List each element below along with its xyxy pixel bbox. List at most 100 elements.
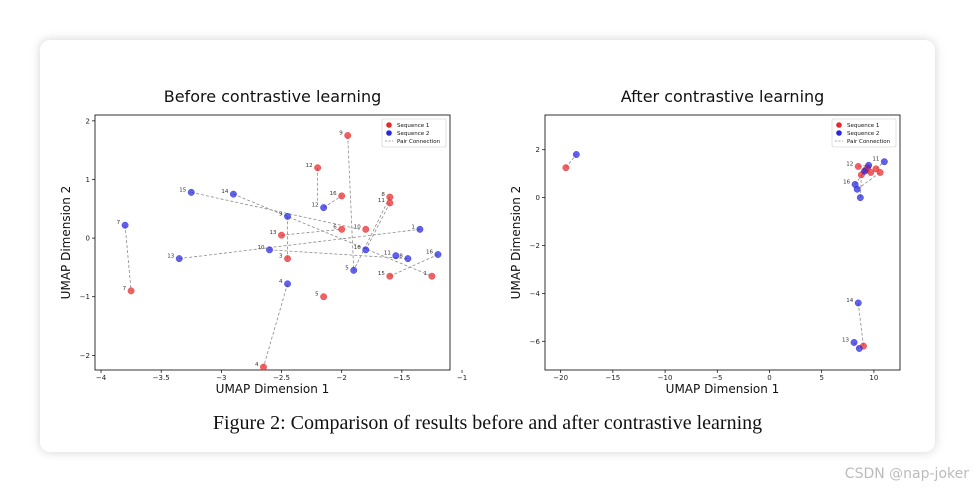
pair-connection [857, 302, 864, 347]
sequence1-point [338, 225, 346, 233]
y-tick-label: −2 [80, 352, 90, 360]
sequence2-point [266, 246, 273, 254]
x-tick-label: −4 [96, 374, 107, 382]
legend-label: Pair Connection [397, 139, 441, 145]
sequence2-point [850, 339, 858, 346]
sequence1-point [314, 164, 322, 172]
pair-connection [269, 249, 408, 260]
point-label: 13 [270, 230, 277, 236]
x-axis-label: UMAP Dimension 1 [216, 382, 330, 396]
point-label: 11 [384, 251, 391, 257]
sequence1-point [386, 272, 394, 280]
sequence2-point [362, 246, 370, 254]
x-tick-label: −5 [712, 374, 722, 382]
sequence1-point [284, 255, 291, 263]
point-label: 13 [842, 337, 849, 343]
point-label: 16 [354, 245, 361, 251]
point-label: 7 [117, 220, 121, 226]
x-tick-label: −1 [457, 374, 467, 382]
legend: Sequence 1 Sequence 2 Pair Connection [381, 118, 447, 148]
sequence1-point [260, 363, 267, 371]
x-tick-label: 5 [819, 374, 823, 382]
point-label: 13 [167, 254, 174, 260]
point-label: 3 [279, 254, 283, 260]
y-tick-label: −2 [530, 242, 540, 250]
legend-marker-sequence1 [836, 122, 842, 128]
y-axis-label: UMAP Dimension 2 [509, 186, 523, 300]
point-label: 11 [872, 157, 879, 163]
x-tick-label: −2.5 [273, 374, 290, 382]
legend-box [831, 118, 897, 148]
sequence2-point [320, 204, 328, 212]
point-label: 9 [339, 131, 343, 137]
legend-label: Sequence 1 [847, 123, 879, 129]
sequence2-point [865, 161, 873, 169]
point-label: 9 [279, 211, 283, 217]
pair-connection [365, 202, 391, 251]
point-label: 16 [330, 191, 337, 197]
y-tick-label: −6 [530, 338, 541, 346]
sequence2-point [853, 185, 861, 193]
sequence2-point [434, 251, 442, 258]
sequence2-point [284, 213, 291, 220]
chart-after: After contrastive learning −20 −15 −10 −5 0 5 1… [505, 85, 925, 396]
legend-box [381, 118, 447, 148]
point-label: 16 [426, 250, 433, 256]
pair-connection [323, 195, 342, 208]
y-axis-label: UMAP Dimension 2 [59, 186, 73, 300]
y-tick-label: 2 [536, 146, 540, 154]
sequence2-point [880, 158, 888, 166]
sequence2-point [392, 252, 400, 260]
point-label: 12 [846, 161, 853, 167]
point-label: 10 [257, 245, 264, 251]
point-label: 16 [843, 179, 850, 185]
point-label: 8 [399, 254, 403, 260]
x-tick-label: 0 [767, 374, 771, 382]
sequence2-point [350, 266, 358, 274]
figure-caption: Figure 2: Comparison of results before a… [212, 412, 763, 434]
sequence1-point [344, 132, 352, 139]
sequence1-point [386, 199, 394, 207]
sequence2-point [856, 194, 864, 202]
sequence2-point [854, 299, 862, 307]
y-tick-label: −4 [530, 290, 541, 298]
sequence2-point [416, 225, 424, 233]
watermark: CSDN @nap-joker [844, 466, 969, 482]
chart-title: Before contrastive learning [164, 87, 382, 106]
sequence2-point [572, 151, 580, 158]
sequence2-point [861, 167, 868, 175]
pair-connection [859, 174, 862, 198]
x-tick-label: −2 [337, 374, 347, 382]
pair-connection [347, 135, 355, 271]
pair-connection [389, 254, 439, 277]
sequence2-point [229, 190, 237, 198]
pair-connection [263, 283, 288, 368]
pair-connection [233, 193, 433, 277]
y-tick-label: 2 [86, 117, 90, 125]
point-label: 10 [354, 224, 361, 230]
y-tick-label: 0 [536, 194, 540, 202]
point-label: 11 [378, 198, 385, 204]
figure-card [40, 40, 935, 452]
x-tick-label: −15 [605, 374, 620, 382]
point-label: 1 [411, 224, 415, 230]
y-tick-label: 1 [86, 176, 90, 184]
sequence1-point [278, 231, 285, 239]
legend-label: Sequence 2 [847, 131, 879, 137]
sequence2-point [187, 188, 195, 196]
point-label: 4 [279, 279, 283, 285]
sequence2-point [121, 221, 129, 229]
point-label: 14 [221, 189, 228, 195]
sequence2-point [855, 345, 863, 352]
sequence1-point [127, 287, 135, 295]
legend-label: Sequence 2 [397, 131, 429, 137]
x-tick-label: −10 [658, 374, 673, 382]
x-tick-label: −3 [216, 374, 226, 382]
point-label: 6 [333, 224, 337, 230]
y-tick-label: −1 [80, 293, 90, 301]
point-label: 5 [315, 292, 319, 298]
point-label: 1 [423, 271, 427, 277]
point-label: 12 [306, 163, 313, 169]
sequence1-point [428, 272, 436, 280]
legend: Sequence 1 Sequence 2 Pair Connection [831, 118, 897, 148]
